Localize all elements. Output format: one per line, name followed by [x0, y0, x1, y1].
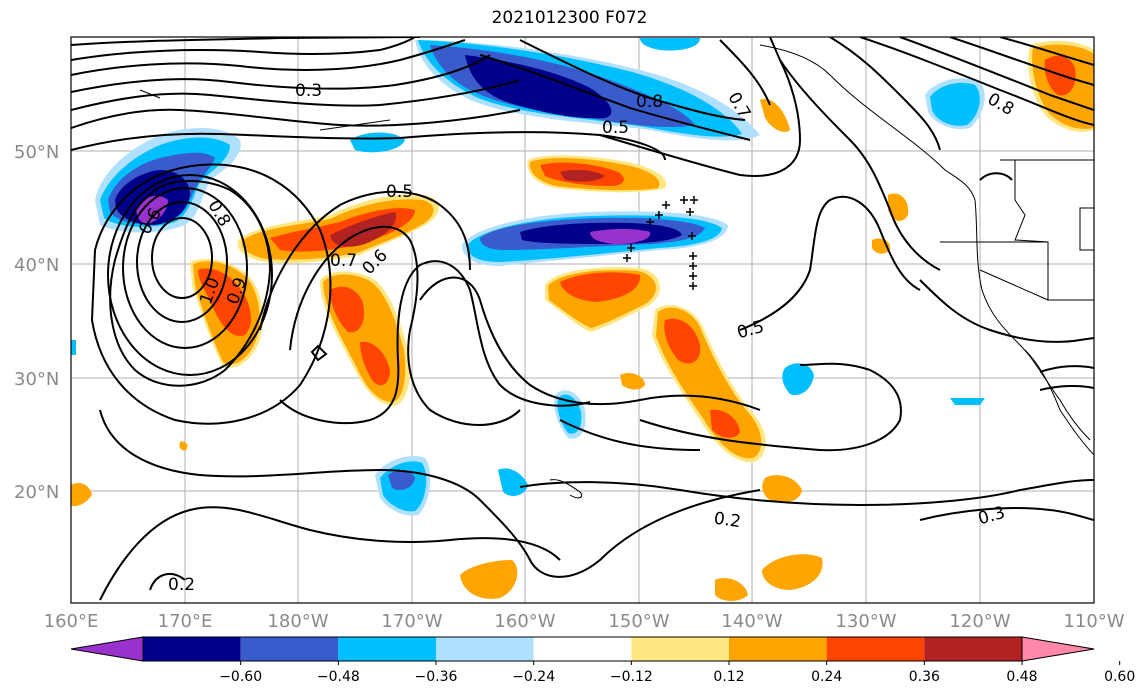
lon-tick-label: 140°W	[721, 611, 782, 632]
chart-title: 2021012300 F072	[491, 8, 648, 28]
colorbar-segment	[240, 637, 339, 661]
colorbar-tick-label: 0.12	[713, 669, 744, 685]
lat-axis: 20°N 30°N 40°N 50°N	[14, 142, 59, 503]
lon-tick-label: 170°E	[158, 611, 213, 632]
contour-label: 0.2	[713, 509, 743, 533]
colorbar-segment	[338, 637, 436, 661]
lon-axis: 160°E 170°E 180°W 170°W 160°W 150°W 140°…	[44, 611, 1125, 632]
lon-tick-label: 120°W	[949, 611, 1010, 632]
lon-tick-label: 180°W	[267, 611, 328, 632]
contour-label: 0.5	[386, 182, 413, 202]
colorbar-tick-label: 0.24	[811, 669, 842, 685]
contour-label: 0.8	[636, 92, 663, 112]
lon-tick-label: 110°W	[1063, 611, 1124, 632]
coastlines	[139, 44, 1094, 499]
lon-tick-label: 150°W	[608, 611, 669, 632]
colorbar-segment	[631, 637, 729, 661]
lon-tick-label: 130°W	[835, 611, 896, 632]
colorbar-tick-label: −0.60	[219, 669, 262, 685]
lat-tick-label: 20°N	[14, 482, 59, 503]
colorbar-tick-label: 0.36	[909, 669, 940, 685]
colorbar-segment	[533, 637, 632, 661]
colorbar-segment	[143, 637, 241, 661]
contour-label: 0.2	[168, 575, 195, 595]
contour-label: 0.7	[330, 251, 357, 271]
colorbar-tick-label: −0.48	[317, 669, 360, 685]
lon-tick-label: 170°W	[381, 611, 442, 632]
plus-markers	[623, 196, 698, 290]
contour-label: 0.3	[295, 81, 322, 101]
colorbar-tick-label: −0.12	[610, 669, 653, 685]
colorbar-outline	[142, 636, 1023, 662]
map-frame	[70, 36, 1095, 604]
lat-tick-label: 40°N	[14, 255, 59, 276]
colorbar-segment	[1021, 636, 1095, 662]
colorbar-segment	[924, 637, 1022, 661]
colorbar-tick-label: −0.24	[512, 669, 555, 685]
lat-tick-label: 30°N	[14, 369, 59, 390]
colorbar-segment	[70, 636, 144, 662]
shading-negative	[71, 38, 985, 516]
lon-tick-label: 160°W	[494, 611, 555, 632]
colorbar-tick-label: −0.36	[415, 669, 458, 685]
shading-positive	[71, 40, 1094, 601]
lat-tick-label: 50°N	[14, 142, 59, 163]
contour-lines	[71, 37, 1094, 601]
colorbar: −0.60 −0.48 −0.36 −0.24 −0.12 0.12 0.24 0.36 0.4…	[70, 636, 1135, 685]
lon-tick-label: 160°E	[44, 611, 99, 632]
colorbar-segment	[436, 637, 534, 661]
colorbar-tick-label: 0.60	[1104, 669, 1135, 685]
contour-label: 0.5	[602, 118, 629, 138]
colorbar-segment	[826, 637, 925, 661]
colorbar-segment	[729, 637, 827, 661]
colorbar-tick-label: 0.48	[1006, 669, 1037, 685]
